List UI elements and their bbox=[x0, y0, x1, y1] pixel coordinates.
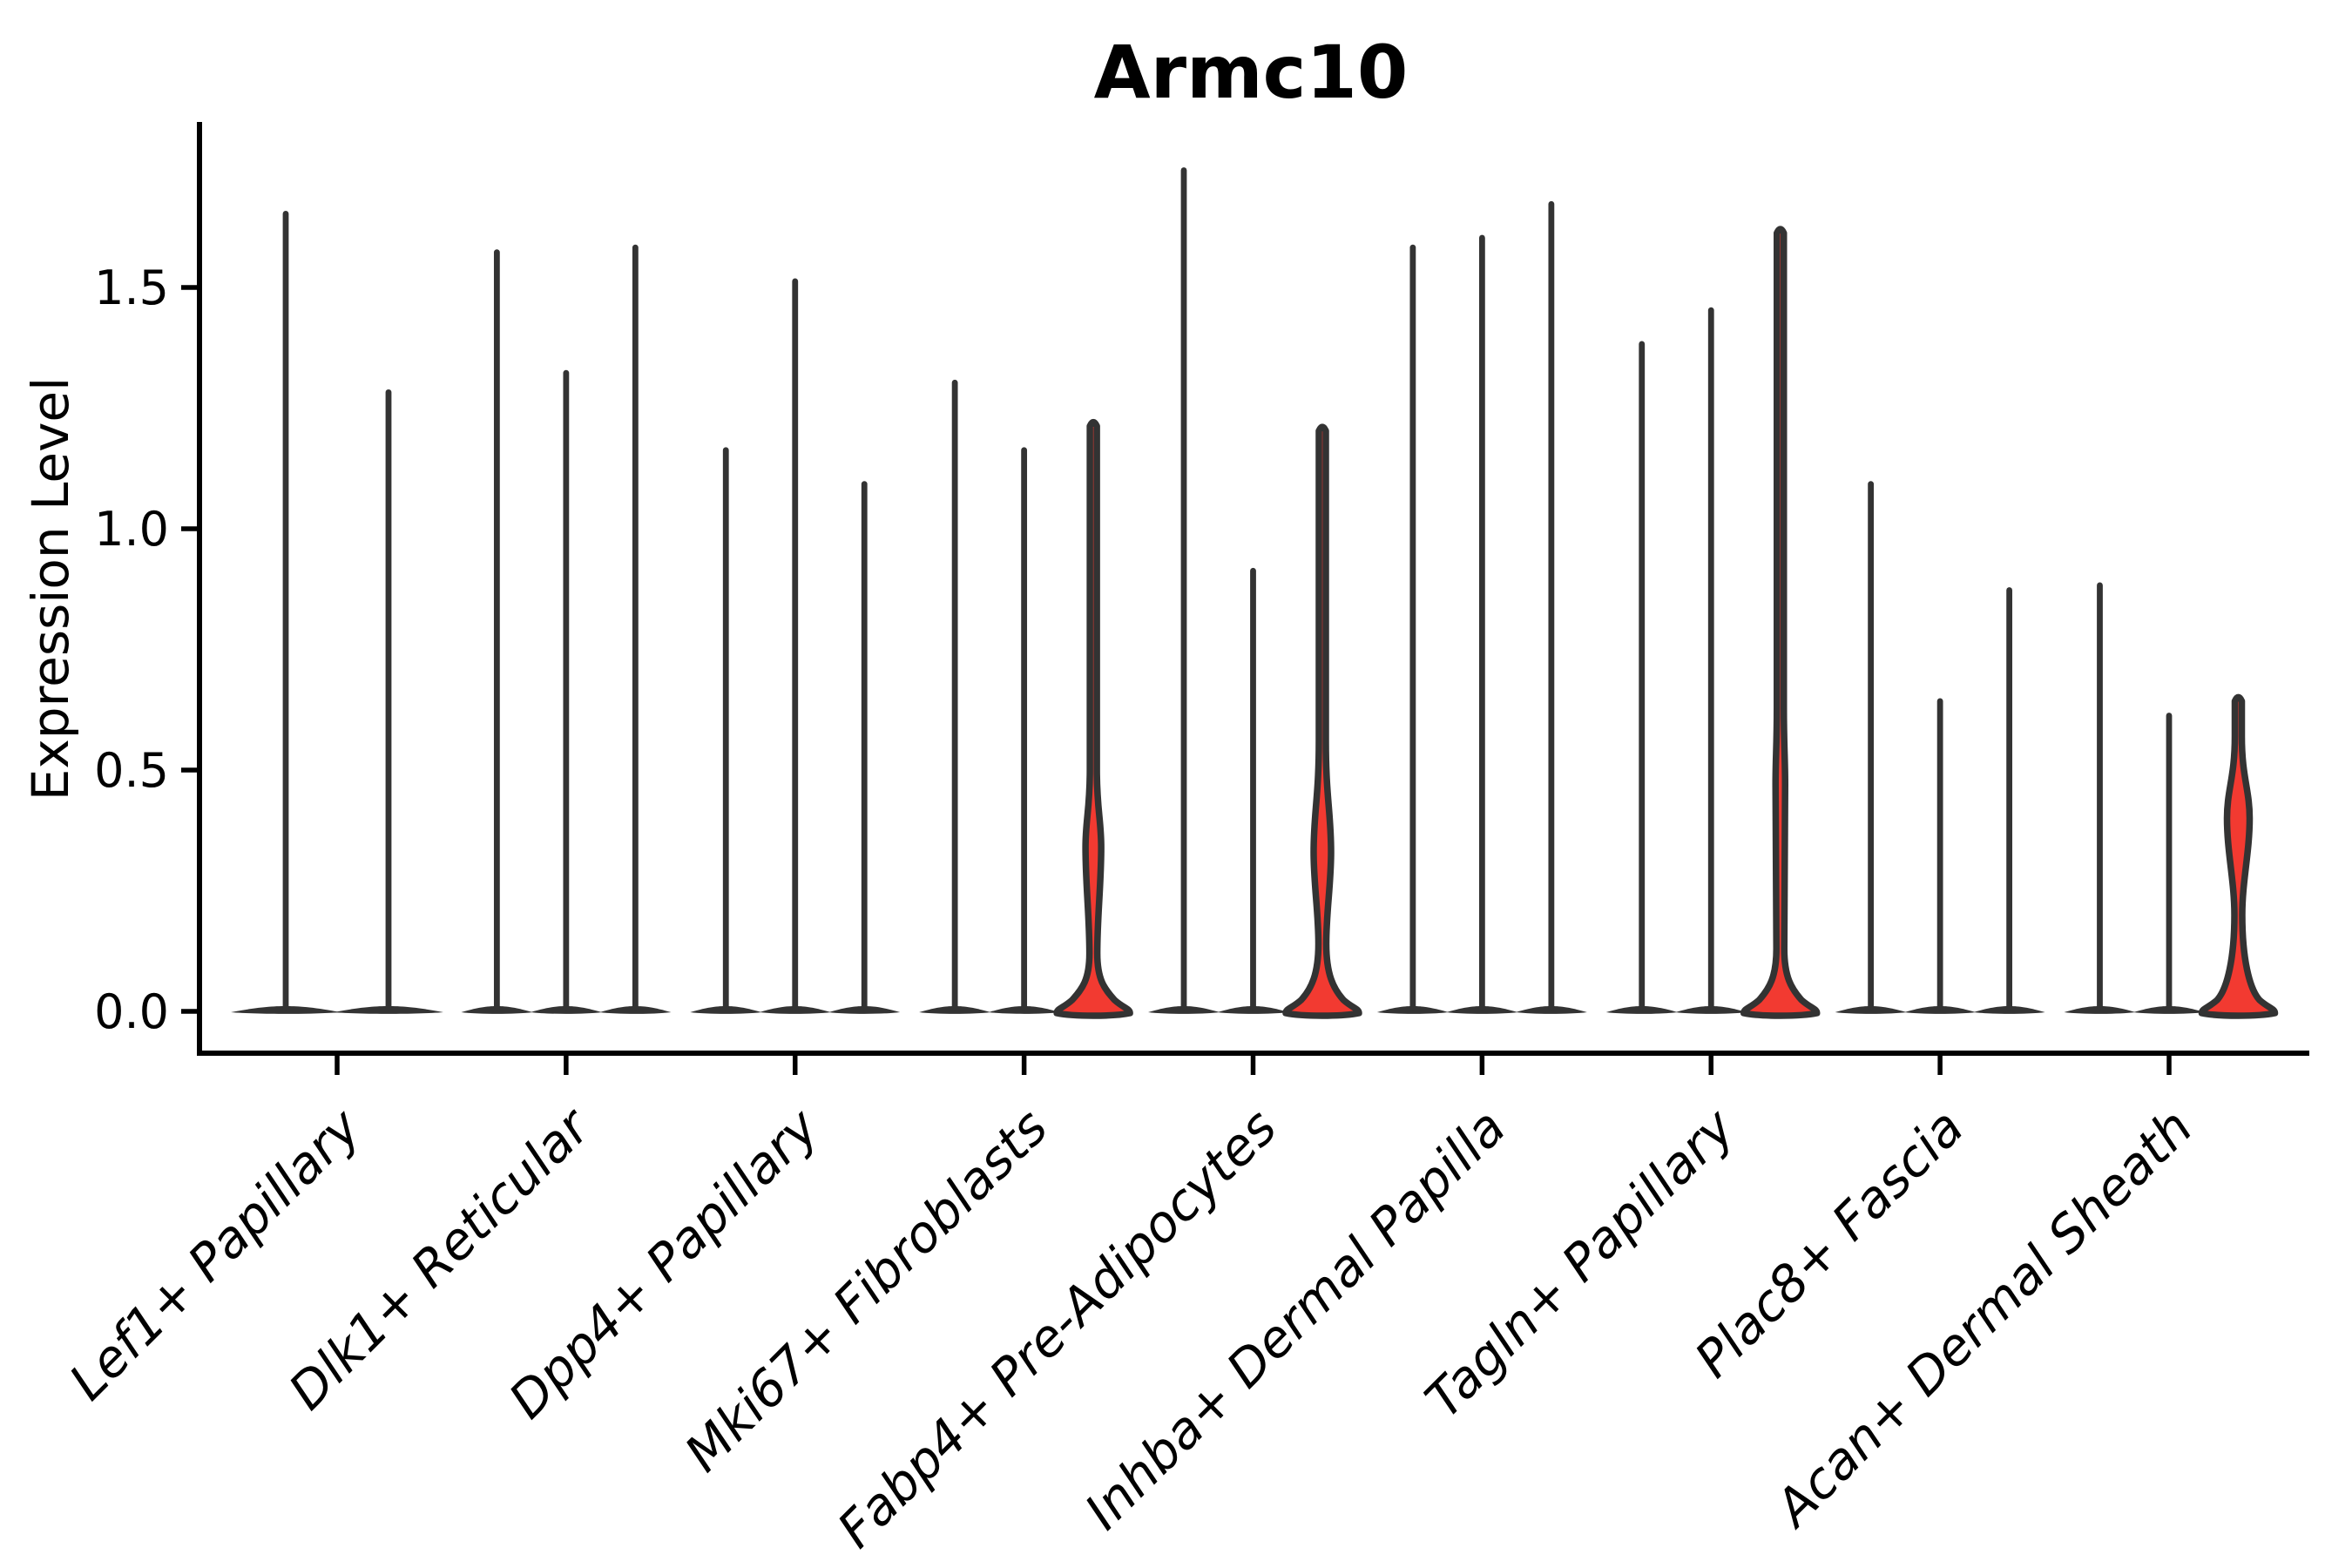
y-tick-label: 1.0 bbox=[94, 502, 169, 557]
chart-title: Armc10 bbox=[1094, 30, 1409, 115]
x-category-label: Fabp4+ Pre-Adipocytes bbox=[826, 1098, 1288, 1559]
violin-red bbox=[1740, 226, 1821, 1019]
x-category-label: Acan+ Dermal Sheath bbox=[1761, 1098, 2204, 1540]
y-tick-label: 1.5 bbox=[94, 260, 169, 315]
y-tick-label: 0.5 bbox=[94, 743, 169, 798]
axes bbox=[181, 122, 2309, 1075]
violin-red bbox=[2198, 693, 2279, 1019]
y-axis-label: Expression Level bbox=[21, 377, 80, 801]
violin-red bbox=[1282, 423, 1362, 1019]
violin-red bbox=[1053, 419, 1133, 1019]
y-tick-label: 0.0 bbox=[94, 984, 169, 1039]
violins-layer bbox=[231, 167, 2279, 1019]
x-category-label: Inhba+ Dermal Papilla bbox=[1073, 1098, 1517, 1541]
